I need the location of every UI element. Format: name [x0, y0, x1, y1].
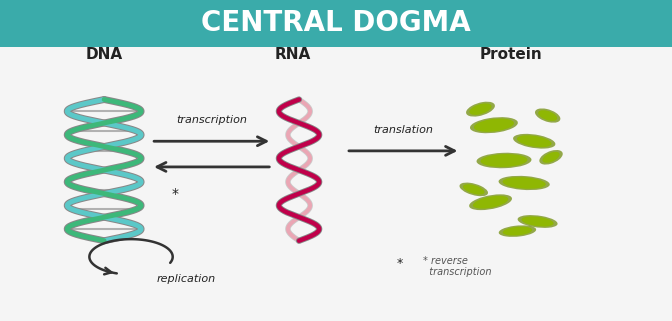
Text: RNA: RNA	[274, 47, 310, 62]
Ellipse shape	[542, 152, 560, 163]
Ellipse shape	[513, 134, 556, 149]
Ellipse shape	[469, 103, 492, 115]
Ellipse shape	[466, 102, 495, 117]
Ellipse shape	[463, 184, 485, 195]
Ellipse shape	[473, 196, 508, 209]
Text: replication: replication	[157, 273, 216, 284]
Ellipse shape	[480, 154, 528, 167]
Ellipse shape	[540, 150, 562, 165]
Ellipse shape	[521, 216, 554, 227]
Ellipse shape	[499, 225, 536, 237]
Ellipse shape	[538, 110, 557, 121]
Text: *: *	[396, 257, 403, 270]
Ellipse shape	[517, 135, 552, 147]
Ellipse shape	[503, 177, 546, 189]
Ellipse shape	[476, 153, 532, 168]
FancyBboxPatch shape	[0, 0, 672, 47]
Text: CENTRAL DOGMA: CENTRAL DOGMA	[201, 9, 471, 37]
Ellipse shape	[474, 118, 514, 132]
Text: transcription: transcription	[176, 115, 247, 126]
Ellipse shape	[470, 117, 518, 133]
Text: *: *	[171, 187, 178, 201]
Text: * reverse
  transcription: * reverse transcription	[423, 256, 492, 277]
Text: Protein: Protein	[479, 47, 542, 62]
Ellipse shape	[499, 176, 550, 190]
Ellipse shape	[460, 183, 488, 196]
Ellipse shape	[503, 227, 532, 236]
Text: translation: translation	[373, 125, 433, 135]
Ellipse shape	[469, 194, 512, 210]
Text: DNA: DNA	[85, 47, 123, 62]
Ellipse shape	[517, 215, 558, 228]
Ellipse shape	[535, 108, 560, 123]
